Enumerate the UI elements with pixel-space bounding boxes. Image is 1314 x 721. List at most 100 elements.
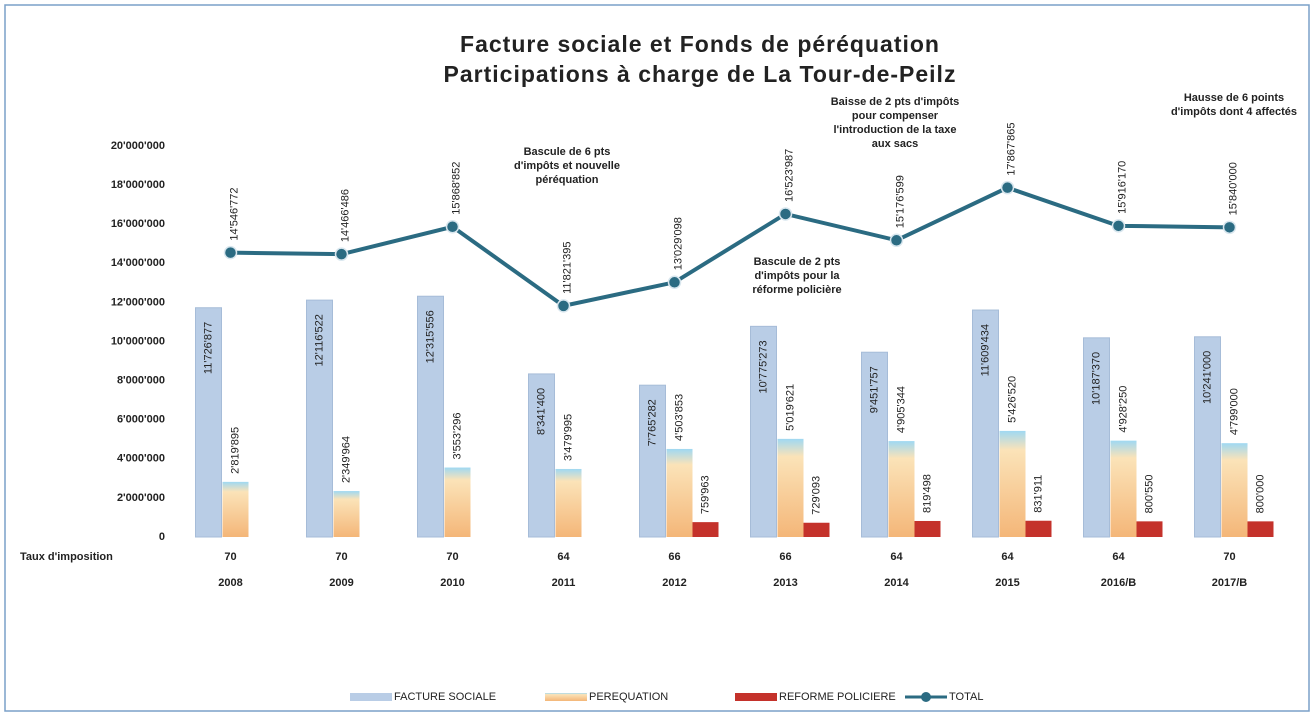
legend-label: PEREQUATION	[589, 691, 668, 703]
data-label: 4'799'000	[1228, 388, 1240, 435]
marker	[889, 233, 904, 248]
data-label: 800'000	[1254, 475, 1266, 514]
x-tick-label: 2009	[329, 577, 353, 589]
marker	[556, 299, 571, 313]
bar	[666, 448, 693, 537]
legend-swatch	[735, 693, 777, 701]
bar	[1194, 336, 1221, 538]
data-label: 11'726'877	[202, 322, 214, 374]
bar	[639, 384, 666, 538]
bar	[222, 481, 249, 537]
data-label: 10'241'000	[1201, 351, 1213, 404]
data-label: 4'928'250	[1117, 386, 1129, 433]
legend-swatch	[545, 693, 587, 701]
bar	[972, 309, 999, 538]
y-tick-label: 16'000'000	[111, 218, 165, 230]
bar	[555, 468, 582, 537]
chart-title: Facture sociale et Fonds de péréquation	[460, 31, 940, 57]
bar	[306, 299, 333, 538]
y-tick-label: 2'000'000	[117, 492, 165, 504]
x-tick-label: 2011	[552, 577, 576, 589]
data-label: 15'176'599	[894, 175, 906, 228]
y-tick-label: 4'000'000	[117, 453, 165, 465]
data-label: 17'867'865	[1005, 123, 1017, 176]
marker	[667, 275, 682, 290]
x-tick-label: 2016/B	[1101, 577, 1137, 589]
annotation: Bascule de 6 pts	[524, 146, 611, 158]
data-label: 5'019'621	[784, 384, 796, 431]
x-tick-label: 2010	[440, 577, 464, 589]
tax-rate: 70	[1223, 551, 1235, 563]
annotation: d'impôts pour la	[754, 270, 840, 282]
data-label: 3'553'296	[451, 413, 463, 460]
data-label: 13'029'098	[672, 217, 684, 270]
y-tick-label: 12'000'000	[111, 296, 165, 308]
bar	[999, 430, 1026, 537]
legend-label: FACTURE SOCIALE	[394, 691, 496, 703]
data-label: 2'819'895	[229, 427, 241, 474]
data-label: 15'916'170	[1116, 161, 1128, 214]
bar	[1110, 440, 1137, 537]
tax-rate: 64	[557, 551, 570, 563]
data-label: 729'093	[810, 476, 822, 515]
data-label: 16'523'987	[783, 149, 795, 202]
y-tick-label: 8'000'000	[117, 375, 165, 387]
annotation: d'impôts dont 4 affectés	[1171, 106, 1297, 118]
bar	[861, 351, 888, 538]
annotation: aux sacs	[872, 138, 918, 150]
bar	[803, 522, 830, 537]
data-label: 2'349'964	[340, 436, 352, 483]
bar	[1136, 521, 1163, 537]
bar	[195, 307, 222, 538]
y-tick-label: 18'000'000	[111, 179, 165, 191]
annotation: pour compenser	[852, 110, 939, 122]
tax-rate: 70	[224, 551, 236, 563]
tax-rate: 70	[335, 551, 347, 563]
legend-label: REFORME POLICIERE	[779, 691, 896, 703]
data-label: 14'546'772	[228, 187, 240, 240]
data-label: 8'341'400	[535, 388, 547, 435]
bar	[444, 467, 471, 537]
legend-swatch	[350, 693, 392, 701]
y-tick-label: 14'000'000	[111, 257, 165, 269]
tax-rate: 70	[446, 551, 458, 563]
bar	[777, 438, 804, 537]
marker	[1111, 219, 1126, 233]
legend-swatch	[921, 692, 931, 702]
x-tick-label: 2015	[995, 577, 1019, 589]
bar	[1083, 337, 1110, 538]
marker	[1222, 220, 1237, 235]
data-label: 759'963	[699, 475, 711, 514]
data-label: 15'868'852	[450, 162, 462, 215]
data-label: 11'609'434	[979, 324, 991, 376]
marker	[1000, 180, 1015, 195]
annotation: Bascule de 2 pts	[754, 256, 841, 268]
bar	[750, 325, 777, 538]
tax-rate: 66	[779, 551, 791, 563]
x-tick-label: 2008	[218, 577, 242, 589]
bar	[333, 491, 360, 537]
bar	[1221, 443, 1248, 537]
bar	[528, 373, 555, 538]
marker	[223, 245, 238, 260]
annotation: l'introduction de la taxe	[833, 124, 956, 136]
bar	[1247, 521, 1274, 537]
bar	[692, 522, 719, 537]
annotation: Baisse de 2 pts d'impôts	[831, 96, 960, 108]
data-label: 12'315'556	[424, 310, 436, 363]
data-label: 11'821'395	[561, 242, 573, 294]
data-label: 819'498	[921, 474, 933, 513]
chart-title: Participations à charge de La Tour-de-Pe…	[444, 61, 957, 87]
y-tick-label: 0	[159, 531, 165, 543]
x-tick-label: 2014	[884, 577, 909, 589]
legend-label: TOTAL	[949, 691, 983, 703]
data-label: 10'775'273	[757, 340, 769, 393]
x-tick-label: 2013	[773, 577, 797, 589]
tax-rate: 64	[890, 551, 903, 563]
tax-rate: 64	[1001, 551, 1014, 563]
data-label: 15'840'000	[1227, 162, 1239, 215]
marker	[334, 247, 349, 261]
data-label: 14'466'486	[339, 189, 351, 242]
data-label: 4'503'853	[673, 394, 685, 441]
